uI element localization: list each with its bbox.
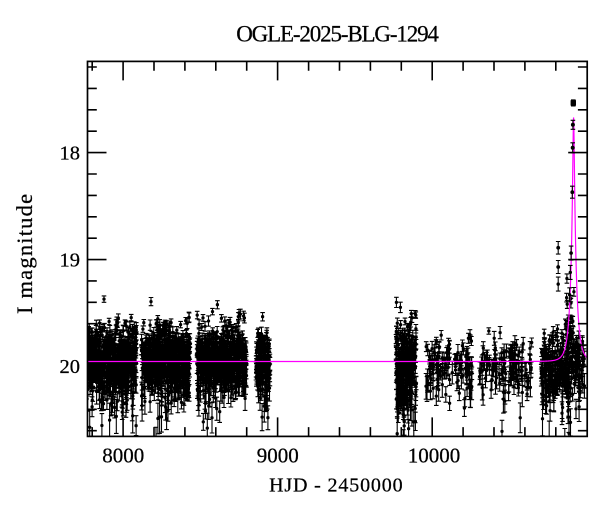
svg-text:OGLE-2025-BLG-1294: OGLE-2025-BLG-1294 (236, 22, 439, 47)
svg-text:I magnitude: I magnitude (12, 193, 37, 314)
svg-text:19: 19 (60, 249, 81, 271)
svg-text:9000: 9000 (257, 444, 299, 468)
svg-text:20: 20 (60, 356, 81, 378)
svg-text:18: 18 (60, 142, 81, 164)
svg-text:HJD - 2450000: HJD - 2450000 (269, 475, 403, 497)
svg-text:10000: 10000 (408, 444, 461, 468)
svg-text:8000: 8000 (102, 444, 144, 468)
